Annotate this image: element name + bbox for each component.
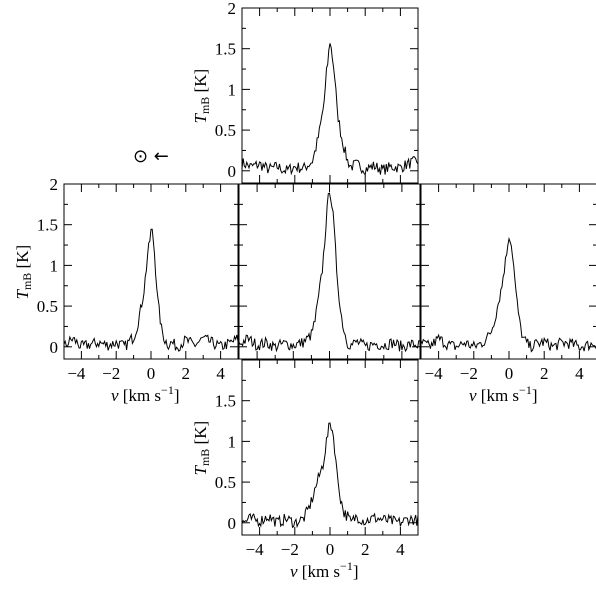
x-tick-label: 4 bbox=[216, 364, 225, 383]
x-axis-label: v [km s−1] bbox=[469, 383, 538, 405]
panel-frame bbox=[420, 183, 596, 360]
x-tick-label: 2 bbox=[361, 540, 370, 559]
y-tick-label: 2 bbox=[228, 0, 237, 18]
x-tick-label: −2 bbox=[460, 364, 478, 383]
x-tick-label: −2 bbox=[102, 364, 120, 383]
y-tick-label: 1 bbox=[50, 256, 59, 275]
y-tick-label: 0 bbox=[50, 338, 59, 357]
y-tick-label: 1.5 bbox=[37, 216, 58, 235]
x-tick-label: 2 bbox=[182, 364, 191, 383]
y-tick-label: 0.5 bbox=[215, 473, 236, 492]
x-tick-label: −4 bbox=[425, 364, 444, 383]
panel-frame bbox=[63, 183, 239, 360]
x-tick-label: −2 bbox=[281, 540, 299, 559]
y-tick-label: 0.5 bbox=[215, 121, 236, 140]
x-tick-label: 4 bbox=[575, 364, 584, 383]
x-tick-label: 4 bbox=[396, 540, 405, 559]
x-tick-label: −4 bbox=[246, 540, 265, 559]
spectrum-line bbox=[420, 236, 596, 353]
x-tick-label: 0 bbox=[147, 364, 156, 383]
spectrum-line bbox=[241, 422, 419, 529]
x-tick-label: −4 bbox=[67, 364, 86, 383]
spectrum-line bbox=[238, 192, 421, 353]
x-tick-label: 0 bbox=[326, 540, 335, 559]
spectrum-line bbox=[63, 228, 239, 352]
panel-left: 0 0.5 1 1.5 2 −4 −2 0 2 4 TmB [K] v [km s−1] bbox=[13, 175, 239, 405]
panel-right: −4 −2 0 2 4 v [km s−1] bbox=[420, 183, 596, 405]
x-axis-label: v [km s−1] bbox=[111, 383, 180, 405]
spectrum-line bbox=[241, 43, 419, 176]
x-axis-label: v [km s−1] bbox=[290, 559, 359, 581]
panels-group: 0 0.5 1 1.5 2 TmB [K] 0 0.5 1 1.5 2 −4 −2 0 2 4 TmB [K] v… bbox=[13, 0, 596, 581]
panel-top: 0 0.5 1 1.5 2 TmB [K] bbox=[191, 0, 419, 184]
y-tick-label: 0 bbox=[228, 514, 237, 533]
sun-direction-symbol: ⊙ ← bbox=[133, 146, 169, 167]
panel-frame bbox=[241, 7, 419, 184]
y-tick-label: 1 bbox=[228, 432, 237, 451]
y-axis-label: TmB [K] bbox=[191, 69, 212, 124]
y-tick-label: 1.5 bbox=[215, 40, 236, 59]
panel-frame bbox=[241, 359, 419, 536]
y-tick-label: 2 bbox=[50, 175, 59, 194]
panel-frame bbox=[238, 183, 421, 360]
x-tick-label: 0 bbox=[505, 364, 514, 383]
y-tick-label: 0.5 bbox=[37, 297, 58, 316]
y-tick-label: 1.5 bbox=[215, 392, 236, 411]
panel-bottom: 0 0.5 1 1.5 −4 −2 0 2 4 TmB [K] v [km s−1] bbox=[191, 359, 419, 581]
panel-center bbox=[238, 183, 421, 360]
y-tick-label: 1 bbox=[228, 80, 237, 99]
y-axis-label: TmB [K] bbox=[13, 245, 34, 300]
x-tick-label: 2 bbox=[540, 364, 549, 383]
y-tick-label: 0 bbox=[228, 162, 237, 181]
y-axis-label: TmB [K] bbox=[191, 421, 212, 476]
